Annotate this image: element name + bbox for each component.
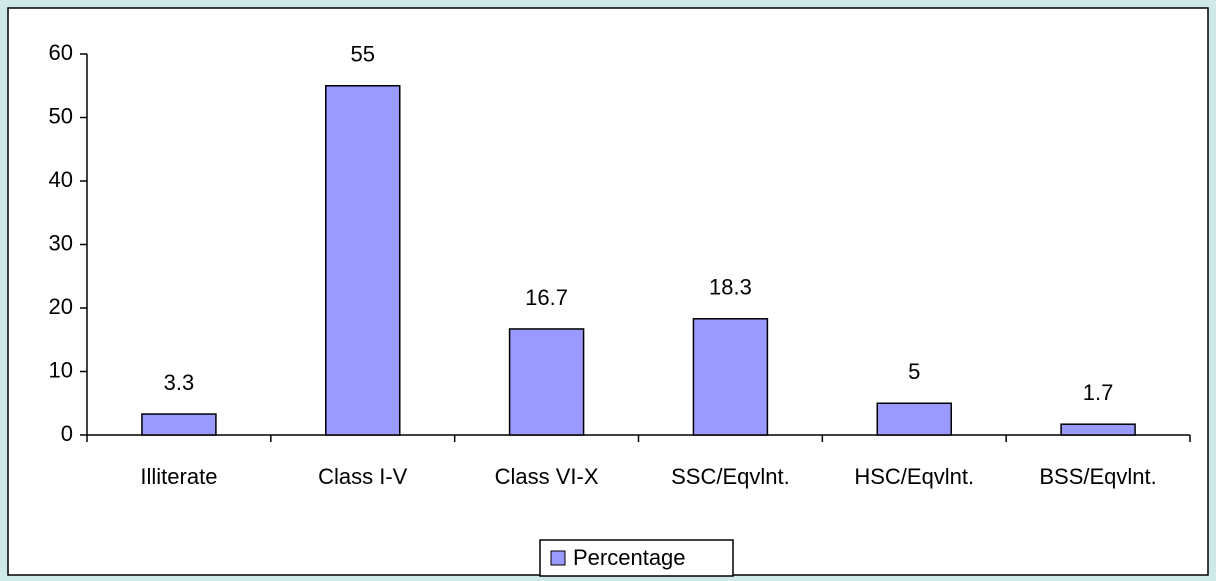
data-label: 18.3 (709, 275, 752, 300)
legend-label: Percentage (573, 545, 686, 570)
x-tick-label: Illiterate (140, 464, 217, 489)
bar (692, 318, 769, 436)
x-tick-label: Class VI-X (495, 464, 599, 489)
x-tick-label: SSC/Eqvlnt. (671, 464, 790, 489)
legend-swatch (550, 550, 566, 566)
bar (325, 85, 401, 436)
y-tick-label: 0 (61, 421, 73, 446)
chart-area (7, 7, 1209, 576)
bar (1060, 423, 1136, 436)
y-tick-label: 30 (49, 230, 73, 255)
bar (141, 413, 217, 436)
y-tick-label: 60 (49, 40, 73, 65)
x-tick-label: HSC/Eqvlnt. (854, 464, 974, 489)
y-tick-label: 40 (49, 167, 73, 192)
data-label: 3.3 (164, 370, 195, 395)
x-tick-label: BSS/Eqvlnt. (1039, 464, 1156, 489)
data-label: 16.7 (525, 285, 568, 310)
bar (508, 328, 585, 436)
y-tick-label: 20 (49, 294, 73, 319)
legend-box (539, 539, 734, 577)
data-label: 55 (351, 42, 375, 67)
x-tick-label: Class I-V (318, 464, 408, 489)
data-label: 1.7 (1083, 380, 1114, 405)
bar (876, 402, 952, 436)
data-label: 5 (908, 359, 920, 384)
y-tick-label: 50 (49, 103, 73, 128)
y-tick-label: 10 (49, 357, 73, 382)
